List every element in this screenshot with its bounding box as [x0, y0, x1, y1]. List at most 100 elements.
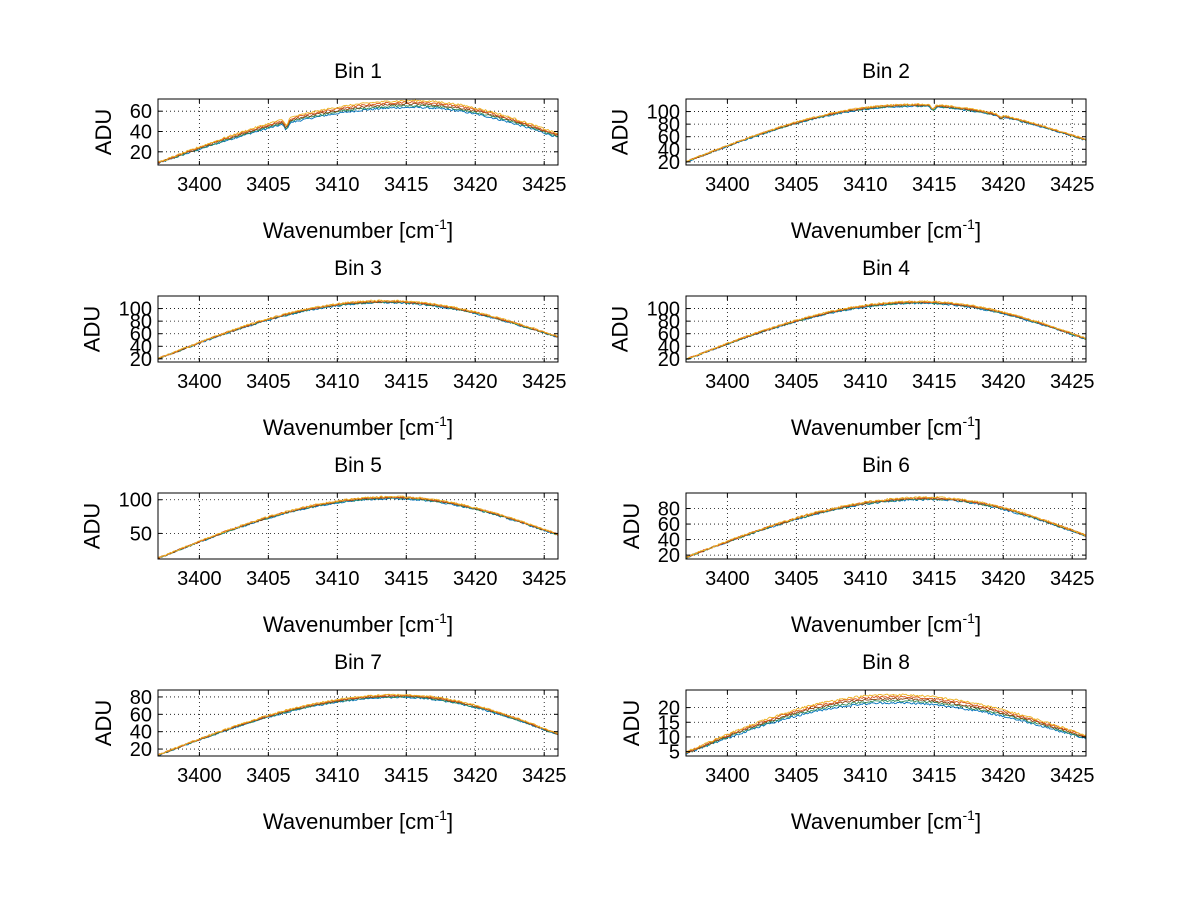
- x-tick-label: 3420: [453, 174, 498, 196]
- x-tick-label: 3400: [705, 765, 750, 787]
- x-tick-label: 3405: [774, 568, 819, 590]
- x-axis-label-suffix: ]: [975, 612, 981, 637]
- chart-title: Bin 6: [862, 454, 910, 477]
- x-axis-label-text: Wavenumber [cm: [791, 809, 963, 834]
- x-axis-label: Wavenumber [cm-1]: [791, 413, 981, 440]
- series-line-3: [685, 104, 1087, 163]
- axes-box: [685, 98, 1087, 166]
- x-tick-label: 3420: [981, 765, 1026, 787]
- chart-title: Bin 4: [862, 257, 910, 280]
- x-axis-label-suffix: ]: [975, 809, 981, 834]
- x-tick-label: 3410: [315, 765, 360, 787]
- y-tick-label: 60: [658, 127, 680, 149]
- y-tick-label: 20: [658, 152, 680, 174]
- axes-box: [157, 689, 559, 757]
- x-tick-label: 3425: [522, 765, 567, 787]
- x-tick-label: 3415: [384, 371, 429, 393]
- x-tick-label: 3400: [177, 174, 222, 196]
- x-tick-label: 3400: [705, 174, 750, 196]
- x-axis-label: Wavenumber [cm-1]: [263, 216, 453, 243]
- x-tick-label: 3425: [1050, 765, 1095, 787]
- x-tick-label: 3410: [315, 568, 360, 590]
- x-tick-label: 3405: [246, 568, 291, 590]
- series-lines: [157, 495, 559, 560]
- y-tick-label: 60: [130, 101, 152, 123]
- series-line-3: [157, 496, 559, 560]
- x-tick-label: 3425: [1050, 568, 1095, 590]
- y-tick-label: 20: [658, 349, 680, 371]
- x-axis-label-text: Wavenumber [cm: [263, 809, 435, 834]
- series-line-2: [685, 301, 1087, 360]
- series-line-1: [157, 497, 559, 560]
- axes-box: [157, 492, 559, 560]
- x-axis-label-suffix: ]: [975, 415, 981, 440]
- x-axis-label-text: Wavenumber [cm: [791, 612, 963, 637]
- x-tick-label: 3410: [843, 174, 888, 196]
- series-line-2: [685, 104, 1087, 164]
- chart-title: Bin 8: [862, 651, 910, 674]
- x-tick-label: 3425: [1050, 174, 1095, 196]
- x-axis-label-text: Wavenumber [cm: [791, 415, 963, 440]
- y-tick-label: 60: [130, 704, 152, 726]
- x-tick-label: 3420: [453, 371, 498, 393]
- x-axis-label-superscript: -1: [435, 216, 448, 232]
- x-tick-label: 3415: [912, 568, 957, 590]
- series-line-4: [685, 695, 1087, 754]
- y-tick-label: 15: [658, 712, 680, 734]
- series-line-4: [157, 101, 559, 164]
- y-tick-label: 60: [658, 324, 680, 346]
- series-line-1: [157, 106, 559, 164]
- x-axis-label-suffix: ]: [447, 415, 453, 440]
- y-axis-label: ADU: [91, 109, 116, 155]
- series-line-4: [157, 299, 559, 360]
- x-tick-label: 3400: [705, 371, 750, 393]
- x-axis-label-suffix: ]: [447, 809, 453, 834]
- y-tick-label: 40: [130, 121, 152, 143]
- y-tick-label: 100: [647, 102, 680, 124]
- y-axis-label: ADU: [608, 109, 633, 155]
- series-line-5: [157, 495, 559, 558]
- x-tick-label: 3405: [246, 371, 291, 393]
- x-tick-label: 3410: [843, 765, 888, 787]
- axes-box: [157, 295, 559, 363]
- series-lines: [685, 496, 1087, 559]
- series-line-2: [157, 104, 559, 164]
- chart-title: Bin 1: [334, 60, 382, 83]
- y-tick-label: 10: [658, 727, 680, 749]
- series-line-3: [685, 301, 1087, 360]
- series-line-2: [685, 498, 1087, 559]
- y-tick-label: 40: [130, 336, 152, 358]
- series-lines: [157, 299, 559, 360]
- y-tick-label: 20: [658, 698, 680, 720]
- axes-box: [157, 98, 559, 166]
- x-tick-label: 3425: [522, 174, 567, 196]
- x-axis-label-superscript: -1: [435, 610, 448, 626]
- y-tick-label: 100: [647, 299, 680, 321]
- x-tick-label: 3415: [384, 765, 429, 787]
- x-axis-label: Wavenumber [cm-1]: [791, 610, 981, 637]
- series-line-3: [685, 497, 1087, 559]
- x-tick-label: 3425: [1050, 371, 1095, 393]
- axes-box: [685, 689, 1087, 757]
- x-axis-label: Wavenumber [cm-1]: [791, 807, 981, 834]
- x-axis-label: Wavenumber [cm-1]: [791, 216, 981, 243]
- x-axis-label-superscript: -1: [963, 413, 976, 429]
- y-tick-label: 20: [130, 739, 152, 761]
- x-axis-label-text: Wavenumber [cm: [791, 218, 963, 243]
- x-tick-label: 3420: [981, 568, 1026, 590]
- series-line-2: [157, 497, 559, 559]
- x-tick-label: 3420: [453, 568, 498, 590]
- y-tick-label: 80: [658, 311, 680, 333]
- series-line-5: [157, 99, 559, 163]
- series-line-1: [157, 696, 559, 756]
- series-line-3: [157, 694, 559, 756]
- x-axis-label-superscript: -1: [435, 413, 448, 429]
- subplot-bin-5: 3400 3405 3410 3415 3420 3425 50 100 Bin 5 Wavenu…: [80, 454, 567, 637]
- x-axis-label: Wavenumber [cm-1]: [263, 610, 453, 637]
- x-tick-label: 3425: [522, 371, 567, 393]
- chart-title: Bin 5: [334, 454, 382, 477]
- grid: [686, 690, 1086, 756]
- x-axis-label: Wavenumber [cm-1]: [263, 807, 453, 834]
